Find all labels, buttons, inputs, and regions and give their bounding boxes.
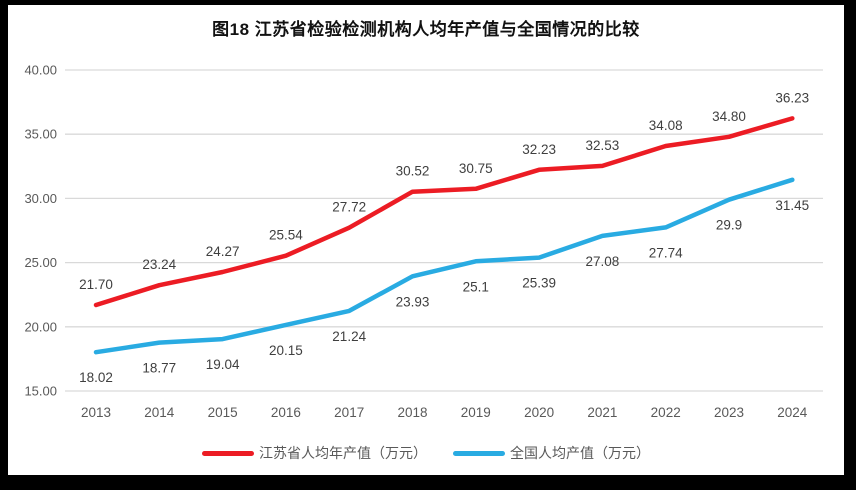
national-line-swatch-icon — [453, 450, 505, 456]
y-tick-label: 20.00 — [24, 319, 57, 334]
data-label: 21.24 — [332, 329, 366, 344]
y-tick-label: 30.00 — [24, 191, 57, 206]
x-tick-label: 2020 — [524, 405, 554, 420]
data-label: 19.04 — [206, 357, 240, 372]
x-tick-label: 2016 — [271, 405, 301, 420]
y-tick-label: 15.00 — [24, 384, 57, 399]
legend-label-national: 全国人均产值（万元） — [510, 445, 650, 461]
series-line-1 — [93, 177, 795, 355]
chart-panel: 图18 江苏省检验检测机构人均年产值与全国情况的比较 15.00 20.00 25.… — [8, 5, 844, 475]
data-label: 36.23 — [775, 90, 809, 105]
legend-label-jiangsu: 江苏省人均年产值（万元） — [259, 445, 427, 461]
data-label: 34.08 — [649, 118, 683, 133]
data-label: 32.53 — [586, 138, 620, 153]
data-label: 31.45 — [775, 198, 809, 213]
x-tick-label: 2014 — [144, 405, 175, 420]
data-label: 27.72 — [332, 200, 366, 215]
data-label: 25.54 — [269, 228, 303, 243]
x-tick-label: 2021 — [587, 405, 617, 420]
x-tick-label: 2017 — [334, 405, 364, 420]
x-tick-label: 2022 — [651, 405, 681, 420]
x-tick-label: 2019 — [461, 405, 491, 420]
data-label: 34.80 — [712, 109, 746, 124]
data-label: 30.75 — [459, 161, 493, 176]
data-label: 23.93 — [396, 294, 430, 309]
data-label: 27.74 — [649, 245, 683, 260]
y-tick-label: 25.00 — [24, 255, 57, 270]
y-tick-label: 40.00 — [24, 63, 57, 78]
data-label: 23.24 — [142, 257, 176, 272]
data-label: 27.08 — [586, 254, 620, 269]
chart-title: 图18 江苏省检验检测机构人均年产值与全国情况的比较 — [212, 20, 640, 39]
x-tick-label: 2024 — [777, 405, 808, 420]
data-label: 18.77 — [142, 361, 176, 376]
data-label: 30.52 — [396, 164, 430, 179]
x-tick-label: 2023 — [714, 405, 744, 420]
data-label: 32.23 — [522, 142, 556, 157]
data-label: 21.70 — [79, 277, 113, 292]
data-label: 29.9 — [716, 218, 742, 233]
x-tick-label: 2013 — [81, 405, 111, 420]
data-label: 18.02 — [79, 370, 113, 385]
chart-legend: 江苏省人均年产值（万元） 全国人均产值（万元） — [8, 443, 844, 463]
data-label: 20.15 — [269, 343, 303, 358]
data-label: 24.27 — [206, 244, 240, 259]
line-chart-plot-area: 15.00 20.00 25.00 30.00 35.00 40.00 2013 2014 20… — [24, 63, 823, 420]
x-tick-label: 2018 — [397, 405, 427, 420]
legend-item-national: 全国人均产值（万元） — [453, 443, 650, 463]
y-tick-label: 35.00 — [24, 127, 57, 142]
jiangsu-line-swatch-icon — [202, 450, 254, 456]
series-line-0 — [93, 116, 795, 308]
legend-item-jiangsu: 江苏省人均年产值（万元） — [202, 443, 427, 463]
data-label: 25.1 — [463, 279, 489, 294]
data-label: 25.39 — [522, 276, 556, 291]
x-tick-label: 2015 — [208, 405, 238, 420]
